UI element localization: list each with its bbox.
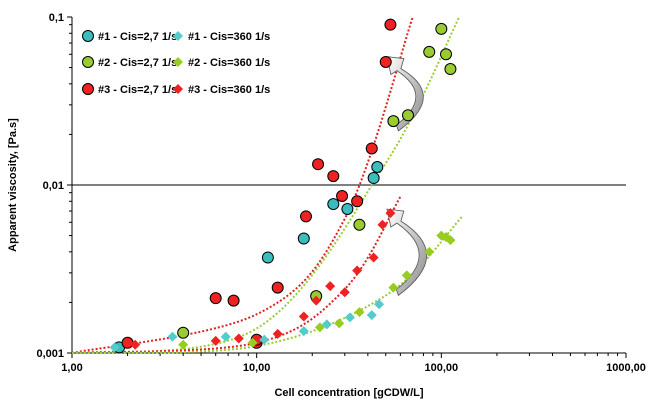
data-point bbox=[298, 311, 309, 322]
data-point bbox=[311, 295, 322, 306]
data-point bbox=[435, 22, 448, 35]
data-point bbox=[334, 318, 345, 329]
x-axis-title: Cell concentration [gCDW/L] bbox=[274, 387, 423, 399]
x-tick-label: 1,00 bbox=[61, 362, 82, 374]
trendline bbox=[71, 196, 402, 354]
y-axis-title: Apparent viscosity, [Pa.s] bbox=[7, 118, 19, 252]
data-point bbox=[366, 310, 377, 321]
data-point bbox=[444, 63, 457, 76]
data-point bbox=[377, 219, 388, 230]
data-point bbox=[209, 292, 222, 305]
data-point bbox=[385, 208, 396, 219]
curved-arrow bbox=[386, 208, 427, 297]
data-point bbox=[352, 265, 363, 276]
data-point bbox=[233, 333, 244, 344]
x-tick-label: 1000,00 bbox=[606, 362, 646, 374]
data-point bbox=[298, 326, 309, 337]
legend-marker bbox=[82, 56, 94, 68]
data-point bbox=[402, 109, 415, 122]
data-point bbox=[387, 115, 400, 128]
data-point bbox=[339, 287, 350, 298]
legend-entry-label: #3 - Cis=360 1/s bbox=[188, 84, 270, 96]
data-point bbox=[177, 326, 190, 339]
data-point bbox=[367, 172, 380, 185]
legend: #1 - Cis=2,7 1/s #1 - Cis=360 1/s #2 - Cis… bbox=[82, 30, 270, 96]
data-point bbox=[445, 235, 456, 246]
legend-marker bbox=[173, 57, 183, 67]
x-tick-label: 10,00 bbox=[243, 362, 271, 374]
data-point bbox=[261, 251, 274, 264]
data-point bbox=[178, 339, 189, 350]
trendline bbox=[71, 215, 464, 354]
legend-marker bbox=[82, 30, 94, 42]
data-points bbox=[109, 18, 457, 354]
data-point bbox=[130, 339, 141, 350]
data-point bbox=[312, 158, 325, 171]
data-point bbox=[272, 328, 283, 339]
data-point bbox=[271, 281, 284, 294]
data-point bbox=[365, 142, 378, 155]
data-point bbox=[354, 307, 365, 318]
trendline bbox=[71, 16, 414, 354]
data-point bbox=[351, 195, 364, 208]
legend-marker bbox=[82, 83, 94, 95]
data-point bbox=[167, 331, 178, 342]
trendlines bbox=[71, 16, 464, 354]
legend-entry-label: #1 - Cis=360 1/s bbox=[188, 31, 270, 43]
data-point bbox=[423, 45, 436, 58]
data-point bbox=[325, 281, 336, 292]
data-point bbox=[259, 334, 270, 345]
annotations bbox=[386, 56, 427, 297]
data-point bbox=[121, 336, 134, 349]
data-point bbox=[384, 18, 397, 31]
data-point bbox=[401, 270, 412, 281]
legend-marker bbox=[173, 31, 183, 41]
data-point bbox=[314, 322, 325, 333]
data-point bbox=[424, 246, 435, 257]
data-point bbox=[327, 198, 340, 211]
legend-entry-label: #1 - Cis=2,7 1/s bbox=[98, 31, 177, 43]
data-point bbox=[327, 170, 340, 183]
data-point bbox=[210, 335, 221, 346]
data-point bbox=[297, 232, 310, 245]
data-point bbox=[388, 282, 399, 293]
data-point bbox=[300, 210, 313, 223]
data-point bbox=[341, 202, 354, 215]
y-tick-label: 0,001 bbox=[36, 348, 64, 360]
data-point bbox=[374, 299, 385, 310]
data-point bbox=[247, 337, 258, 348]
data-point bbox=[440, 48, 453, 61]
data-point bbox=[336, 190, 349, 203]
y-tick-label: 0,01 bbox=[43, 180, 64, 192]
data-point bbox=[227, 294, 240, 307]
data-point bbox=[379, 55, 392, 68]
data-point bbox=[353, 218, 366, 231]
data-point bbox=[368, 252, 379, 263]
data-point bbox=[220, 331, 231, 342]
data-point bbox=[109, 342, 120, 353]
data-point bbox=[371, 160, 384, 173]
legend-entry-label: #3 - Cis=2,7 1/s bbox=[98, 84, 177, 96]
y-tick-label: 0,1 bbox=[49, 12, 64, 24]
legend-entry-label: #2 - Cis=360 1/s bbox=[188, 57, 270, 69]
x-tick-label: 100,00 bbox=[425, 362, 459, 374]
data-point bbox=[344, 312, 355, 323]
legend-marker bbox=[173, 84, 183, 94]
legend-entry-label: #2 - Cis=2,7 1/s bbox=[98, 57, 177, 69]
